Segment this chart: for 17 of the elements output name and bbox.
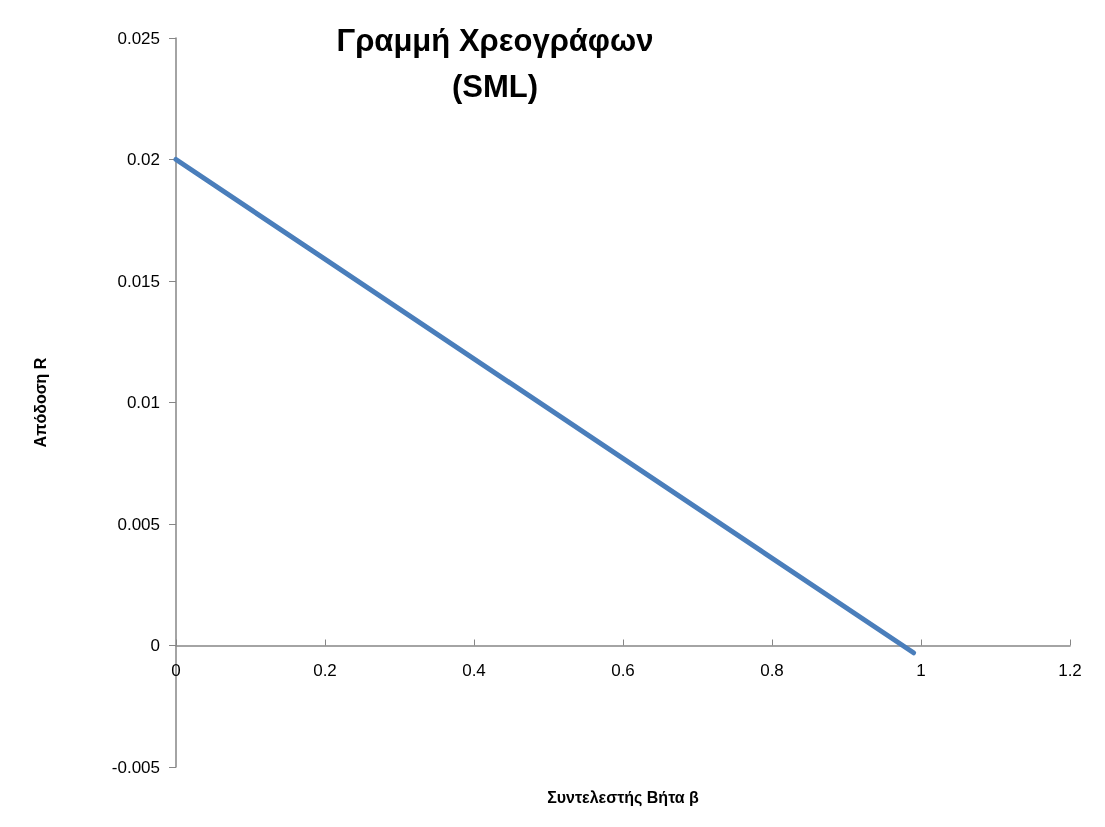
chart-title: Γραμμή Χρεογράφων (SML) xyxy=(336,22,654,104)
x-tick-label: 0.2 xyxy=(313,660,337,680)
y-tick-label: 0.005 xyxy=(117,514,160,534)
y-tick-label: 0.015 xyxy=(117,271,160,291)
x-tick-label: 1 xyxy=(916,660,926,680)
x-tick-label: 0.8 xyxy=(760,660,784,680)
y-tick-label: 0.01 xyxy=(126,393,160,412)
y-axis-title: Απόδοση R xyxy=(31,357,49,448)
x-tick-label: 1.2 xyxy=(1058,660,1082,680)
x-tick-label: 0.4 xyxy=(462,660,486,680)
x-axis-title: Συντελεστής Βήτα β xyxy=(547,788,700,807)
x-tick-label: 0.6 xyxy=(611,660,635,680)
y-tick-label: 0.02 xyxy=(126,150,160,169)
x-tick-label: 0 xyxy=(171,660,181,680)
y-tick-label: 0 xyxy=(150,636,160,655)
y-tick-label: 0.025 xyxy=(117,28,160,48)
y-tick-label: -0.005 xyxy=(111,757,160,777)
